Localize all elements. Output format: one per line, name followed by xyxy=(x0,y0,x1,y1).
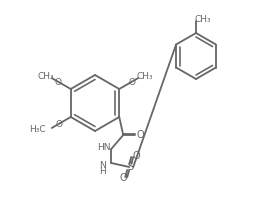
Text: CH₃: CH₃ xyxy=(137,72,154,81)
Text: N: N xyxy=(99,161,106,169)
Text: H₃C: H₃C xyxy=(29,124,46,134)
Text: O: O xyxy=(55,77,62,87)
Text: O: O xyxy=(56,119,63,128)
Text: S: S xyxy=(127,162,133,172)
Text: O: O xyxy=(128,77,135,87)
Text: HN: HN xyxy=(98,142,111,151)
Text: O: O xyxy=(120,173,127,183)
Text: O: O xyxy=(136,130,144,140)
Text: CH₃: CH₃ xyxy=(195,15,211,23)
Text: CH₃: CH₃ xyxy=(37,72,54,81)
Text: H: H xyxy=(99,166,106,176)
Text: O: O xyxy=(132,151,140,161)
